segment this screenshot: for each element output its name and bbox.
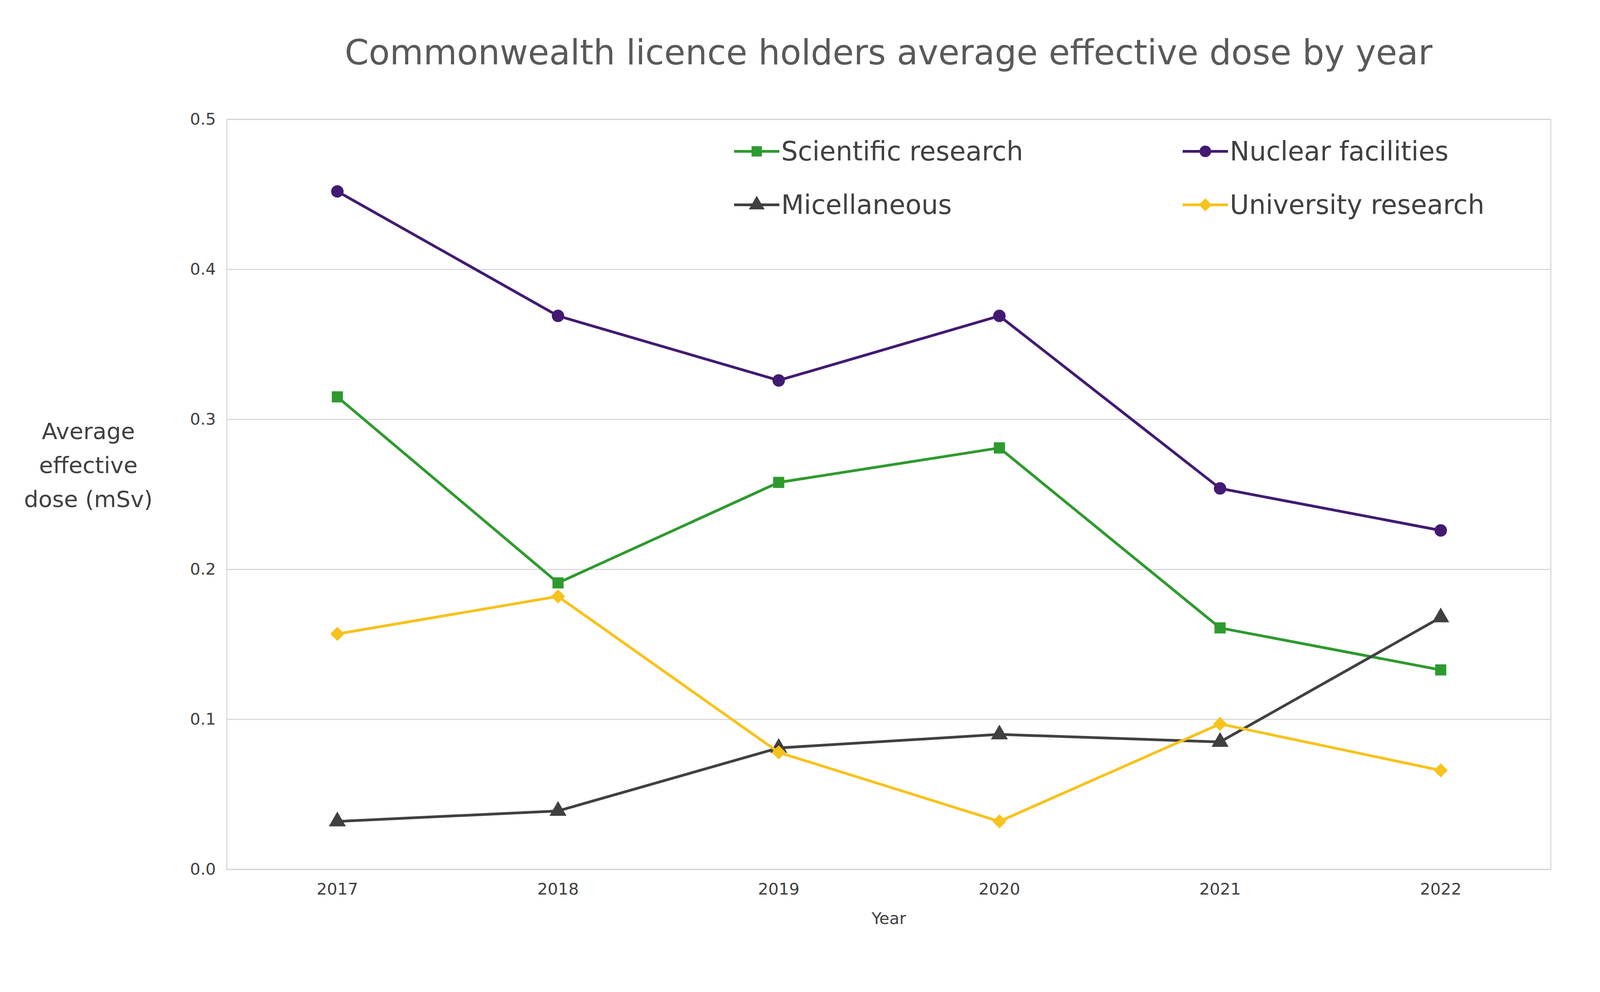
svg-text:0.5: 0.5 [189,109,216,129]
svg-text:0.3: 0.3 [189,409,216,429]
svg-text:2020: 2020 [978,879,1021,899]
html-text:Average effective dose (mSv): Average effective dose (mSv) [24,418,153,513]
svg-text:2022: 2022 [1420,879,1462,899]
html-text:Scientific research: Scientific research [781,135,1024,167]
svg-text:0.1: 0.1 [189,709,216,729]
svg-text:2021: 2021 [1199,879,1242,899]
svg-text:0.0: 0.0 [189,859,216,879]
svg-text:2017: 2017 [316,879,359,899]
svg-text:Year: Year [870,908,906,928]
html-text:Nuclear facilities: Nuclear facilities [1229,135,1449,167]
html-text:Commonwealth licence holders a: Commonwealth licence holders average eff… [344,31,1433,73]
html-text:Micellaneous: Micellaneous [781,189,952,221]
svg-text:2018: 2018 [537,879,580,899]
svg-text:0.4: 0.4 [189,259,216,279]
html-text:University research: University research [1229,189,1485,221]
svg-text:0.2: 0.2 [189,559,216,579]
svg-text:2019: 2019 [758,879,800,899]
